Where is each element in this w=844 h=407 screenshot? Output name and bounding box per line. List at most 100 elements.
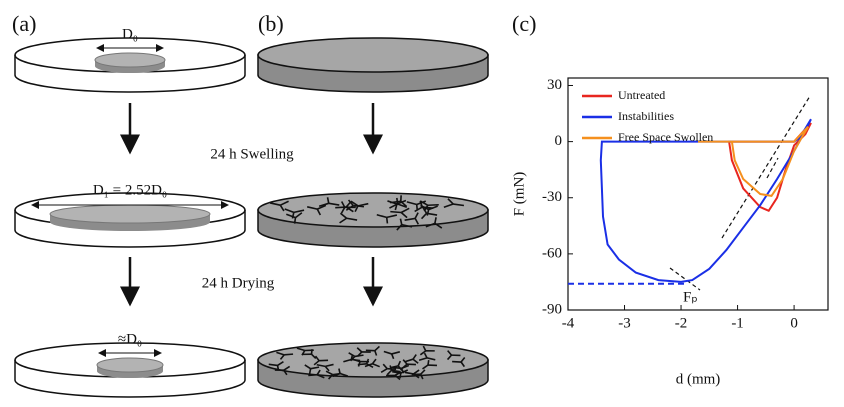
crack [316,369,321,376]
crack [443,203,454,209]
crack [413,369,420,375]
crack [347,199,354,207]
crack [332,372,342,376]
crack [400,369,409,374]
crack [357,362,367,366]
crack [318,202,329,208]
dish [14,192,246,248]
crack [400,200,408,208]
crack [391,369,401,373]
crack [391,351,401,355]
y-tick-label: -60 [542,245,562,261]
crack [423,352,428,359]
crack [404,217,416,221]
crack [389,203,398,209]
crack [425,222,436,228]
crack [314,355,320,362]
crack [420,212,428,220]
crack [353,204,365,208]
crack [422,206,434,209]
crack [399,373,402,379]
crack [418,357,428,362]
crack [446,354,453,361]
crack [404,371,414,375]
crack [296,347,306,352]
crack [328,202,340,206]
crack [422,345,427,352]
crack [420,369,426,375]
crack [414,212,419,219]
crack [447,198,454,205]
crack [414,218,420,225]
crack [316,363,326,368]
crack [354,354,364,358]
crack [404,358,414,363]
y-axis-label: F (mN) [511,172,527,217]
crack [394,374,401,381]
crack [383,350,392,355]
crack [402,359,408,365]
crack [316,208,322,216]
y-tick-label: -30 [542,189,562,205]
crack [380,367,388,374]
crack [422,364,429,370]
crack [447,350,453,356]
panel-label: (a) [12,11,36,36]
crack [400,207,410,214]
crack [412,358,419,364]
crack [397,360,402,367]
crack [304,364,312,370]
legend-label: Free Space Swollen [618,130,713,144]
crack [374,345,380,352]
crack [324,365,330,372]
crack [396,197,399,205]
crack [325,370,333,376]
crack [346,217,358,221]
dish [14,342,246,398]
tangent-lines [669,95,811,291]
crack [419,350,427,356]
crack [412,354,417,360]
crack [389,200,401,204]
x-axis-label: d (mm) [676,371,721,387]
panel-label: (c) [512,11,536,36]
crack [390,210,402,214]
data-line [698,125,810,197]
crack [308,368,312,374]
crack [386,214,398,219]
crack [394,371,402,377]
step-label: 24 h Drying [202,275,275,291]
crack [277,360,284,367]
x-tick-label: 0 [790,315,798,331]
crack [310,353,317,360]
crack [348,352,356,358]
crack [400,211,408,219]
crack-network [269,195,465,231]
crack [427,359,430,366]
crack [340,206,346,214]
diameter-label: D₀ [122,26,138,42]
crack [401,364,410,370]
crack [426,209,430,216]
dish [257,37,489,93]
crack [310,366,320,370]
process-arrows [120,103,383,307]
crack [293,209,305,214]
crack [316,204,327,210]
dish [257,342,489,398]
crack [386,369,393,376]
step-label: 24 h Swelling [210,146,294,162]
crack [313,360,320,366]
crack-network [268,345,466,381]
crack [293,217,297,224]
crack [269,202,281,206]
crack [397,365,403,371]
crack [366,363,374,368]
annotation: Fₚ [683,289,698,305]
diameter-label: ≈D₀ [118,331,142,347]
y-tick-label: -90 [542,301,562,317]
crack [284,208,295,214]
diameter-label: D₁ = 2.52D₀ [93,182,167,198]
crack [419,200,429,206]
